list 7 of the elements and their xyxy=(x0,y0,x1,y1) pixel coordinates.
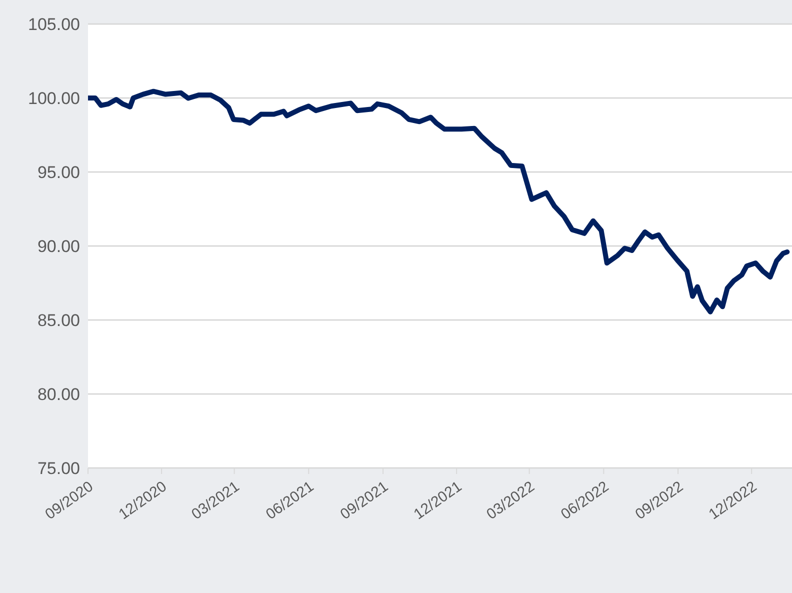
y-tick-label: 95.00 xyxy=(37,163,80,182)
y-tick-label: 85.00 xyxy=(37,311,80,330)
y-tick-label: 100.00 xyxy=(28,89,80,108)
y-tick-label: 105.00 xyxy=(28,15,80,34)
y-tick-label: 80.00 xyxy=(37,385,80,404)
y-tick-label: 75.00 xyxy=(37,459,80,478)
y-tick-label: 90.00 xyxy=(37,237,80,256)
